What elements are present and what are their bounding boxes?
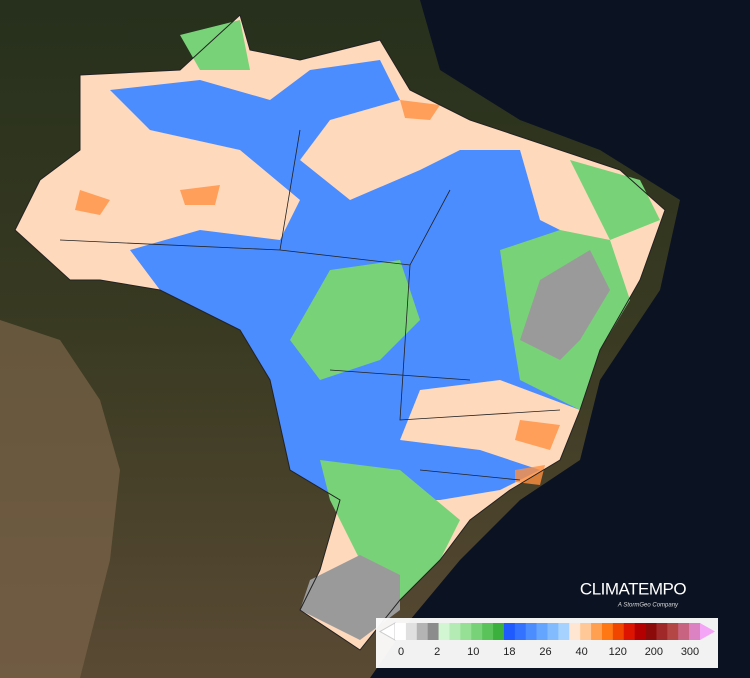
logo-tagline: A StormGeo Company <box>617 603 679 609</box>
legend-swatch <box>405 623 418 640</box>
legend-swatch <box>634 623 646 640</box>
legend-label: 300 <box>681 646 699 658</box>
legend-swatch <box>678 623 690 640</box>
legend-swatch <box>536 623 548 640</box>
legend-swatch <box>547 623 559 640</box>
legend-swatch <box>580 623 592 640</box>
legend-swatch <box>656 623 668 640</box>
legend-swatch <box>667 623 679 640</box>
legend-label: 40 <box>576 646 588 658</box>
legend-swatch <box>645 623 657 640</box>
legend-swatch <box>569 623 581 640</box>
legend-swatch <box>471 623 483 640</box>
legend-swatch <box>591 623 603 640</box>
legend-label: 0 <box>398 646 404 658</box>
legend-swatch <box>689 623 701 640</box>
brazil-precipitation <box>14 14 666 651</box>
legend-swatch <box>416 623 428 640</box>
legend-label: 120 <box>609 646 627 658</box>
legend-label: 200 <box>645 646 663 658</box>
legend-swatch <box>438 623 450 640</box>
legend-arrow-high <box>700 623 715 640</box>
legend-swatch <box>460 623 472 640</box>
legend-swatch <box>525 623 537 640</box>
legend-swatch <box>482 623 494 640</box>
legend-label: 26 <box>539 646 551 658</box>
legend: 0 2 10 18 26 40 120 200 300 <box>376 618 718 668</box>
legend-swatch <box>449 623 461 640</box>
logo-name: CLIMATEMPO <box>580 579 686 598</box>
legend-swatch <box>623 623 635 640</box>
legend-swatch <box>612 623 625 640</box>
legend-swatch <box>601 623 614 640</box>
legend-swatch <box>514 623 527 640</box>
legend-swatch <box>427 623 439 640</box>
andes <box>0 320 120 678</box>
legend-label: 10 <box>467 646 479 658</box>
legend-swatch <box>493 623 505 640</box>
legend-swatch <box>503 623 516 640</box>
legend-label: 2 <box>434 646 440 658</box>
legend-label: 18 <box>503 646 515 658</box>
legend-swatch <box>558 623 570 640</box>
legend-swatch <box>395 623 407 640</box>
